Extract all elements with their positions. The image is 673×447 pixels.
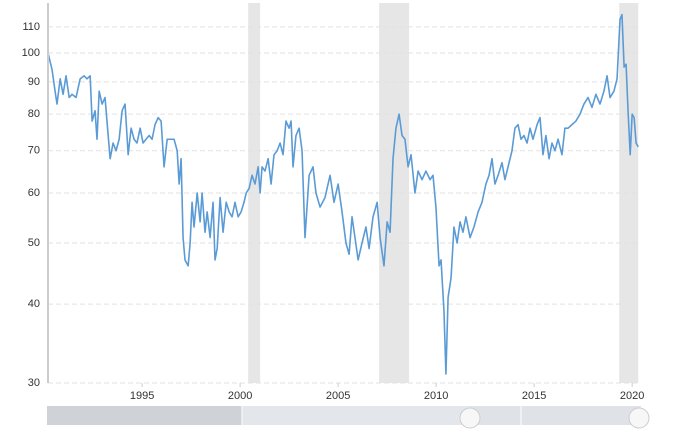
x-tick-label: 2015 xyxy=(522,390,546,402)
y-tick-label: 80 xyxy=(28,108,40,120)
x-tick-label: 2010 xyxy=(424,390,448,402)
y-tick-label: 100 xyxy=(22,47,40,59)
y-tick-label: 40 xyxy=(28,298,40,310)
navigator-handle-left[interactable] xyxy=(459,407,481,429)
axes-layer: 30 40 50 60 70 80 90 100 110 1995 2000 2005 2010 2015… xyxy=(22,3,644,402)
data-line xyxy=(47,13,639,375)
navigator-handle-right[interactable] xyxy=(628,407,650,429)
navigator-shade xyxy=(47,406,242,425)
y-tick-label: 50 xyxy=(28,237,40,249)
y-tick-label: 90 xyxy=(28,76,40,88)
navigator-window[interactable] xyxy=(470,406,640,425)
recession-band xyxy=(248,3,261,383)
y-tick-label: 60 xyxy=(28,187,40,199)
y-tick-label: 110 xyxy=(22,21,40,33)
x-tick-label: 2005 xyxy=(326,390,350,402)
navigator[interactable] xyxy=(47,406,650,429)
grid-layer xyxy=(48,26,640,384)
x-tick-label: 2000 xyxy=(228,390,252,402)
y-tick-label: 70 xyxy=(28,145,40,157)
y-tick-label: 30 xyxy=(28,377,40,389)
line-layer xyxy=(47,13,639,375)
x-tick-label: 1995 xyxy=(130,390,154,402)
x-tick-label: 2020 xyxy=(620,390,644,402)
